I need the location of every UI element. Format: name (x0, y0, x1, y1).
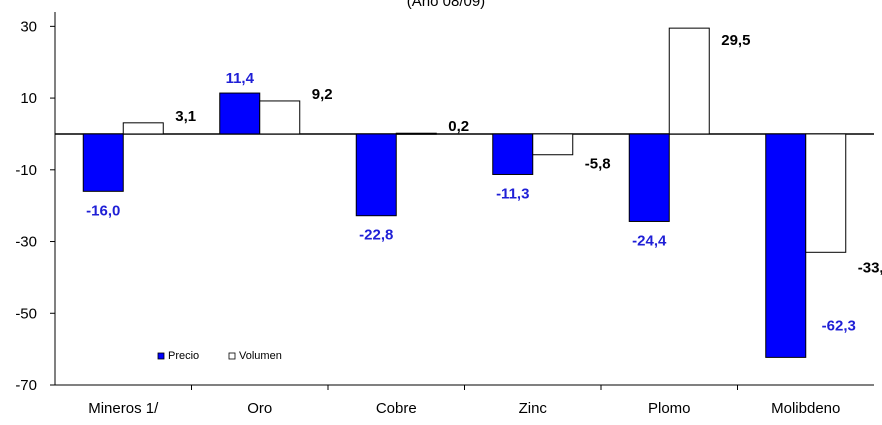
data-label-volumen: -5,8 (585, 156, 611, 173)
legend: Precio Volumen (157, 350, 282, 362)
data-label-volumen: 0,2 (448, 118, 469, 135)
axes: 30 10 -10 -30 -50 -70 Mineros 1/Oro Cobre Zinc Pl… (15, 12, 874, 417)
data-label-precio: -22,8 (359, 227, 393, 244)
bar-precio (355, 133, 397, 217)
legend-swatch (157, 352, 165, 360)
data-label-precio: -16,0 (86, 202, 120, 219)
data-label-precio: -24,4 (632, 232, 667, 249)
y-tick-label: -30 (15, 234, 37, 251)
x-tick-label: Plomo (648, 400, 691, 417)
data-labels: -16,0 11,4 -22,8 -11,3 -24,4 -62,3 3,1 9,2 0,2 -5… (86, 32, 882, 334)
bar-volumen (122, 122, 164, 135)
x-tick-label: Zinc (519, 400, 548, 417)
bar-volumen (805, 133, 847, 253)
data-label-precio: -11,3 (496, 185, 529, 202)
bar-precio (628, 133, 670, 222)
legend-label: Volumen (239, 350, 282, 362)
bar-volumen (532, 133, 574, 156)
chart-subtitle: (Año 08/09) (407, 0, 485, 10)
y-tick-label: 30 (20, 18, 37, 35)
legend-swatch (228, 352, 236, 360)
bars (82, 27, 847, 358)
x-tick-label: Cobre (376, 400, 417, 417)
bar-volumen (259, 100, 301, 135)
bar-volumen (668, 27, 710, 135)
y-tick-label: -70 (15, 377, 37, 394)
bar-precio (82, 133, 124, 192)
data-label-volumen: 9,2 (312, 86, 333, 103)
bar-precio (219, 92, 261, 135)
x-tick-label: Oro (247, 400, 272, 417)
data-label-precio: -62,3 (822, 317, 856, 334)
data-label-volumen: -33,0 (858, 259, 882, 276)
legend-label: Precio (168, 350, 199, 362)
bar-precio (765, 133, 807, 358)
data-label-volumen: 29,5 (721, 32, 750, 49)
y-tick-label: 10 (20, 90, 37, 107)
bar-volumen (395, 132, 437, 135)
y-tick-label: -10 (15, 162, 37, 179)
x-tick-label: Molibdeno (771, 400, 840, 417)
x-tick-label: Mineros 1/ (88, 400, 159, 417)
bar-precio (492, 133, 534, 175)
data-label-precio: 11,4 (226, 70, 255, 87)
y-tick-label: -50 (15, 305, 37, 322)
data-label-volumen: 3,1 (175, 108, 196, 125)
